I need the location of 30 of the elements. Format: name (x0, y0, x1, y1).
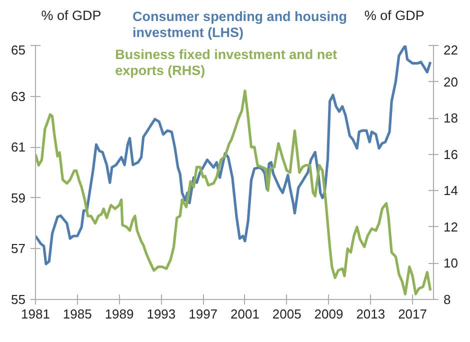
y2-tick-label: 22 (444, 42, 458, 58)
x-tick-label: 2001 (230, 306, 260, 322)
x-tick-label: 1985 (62, 306, 92, 322)
y2-axis-title: % of GDP (364, 8, 424, 23)
y2-tick-label: 10 (444, 256, 458, 271)
y-tick-label: 63 (11, 88, 26, 104)
y2-tick-label: 16 (444, 146, 458, 162)
x-tick-label: 2009 (314, 306, 344, 322)
y2-tick-label: 8 (444, 292, 451, 307)
y-axis-title: % of GDP (41, 8, 102, 23)
x-tick-label: 2005 (272, 306, 302, 322)
y2-tick-label: 12 (444, 219, 458, 234)
y-tick-label: 65 (11, 42, 26, 58)
x-tick-label: 1997 (188, 306, 218, 322)
y-tick-label: 61 (11, 140, 26, 155)
text: Business fixed investment and net exports (RHS) (115, 47, 338, 78)
y2-tick-label: 18 (444, 110, 458, 126)
y2-tick-label: 14 (444, 183, 458, 198)
y2-tick-label: 20 (444, 74, 458, 90)
x-tick-label: 1981 (21, 306, 50, 322)
x-tick-label: 2013 (356, 306, 386, 322)
text: Consumer spending and housing investment (LHS) (132, 9, 348, 40)
y-tick-label: 59 (11, 190, 26, 206)
y-tick-label: 55 (11, 292, 26, 307)
y-tick-label: 57 (11, 241, 26, 256)
x-tick-label: 1993 (146, 306, 176, 322)
line-series (36, 46, 432, 266)
x-tick-label: 1989 (104, 306, 134, 322)
x-tick-label: 2017 (398, 306, 428, 322)
line-series (36, 90, 432, 296)
